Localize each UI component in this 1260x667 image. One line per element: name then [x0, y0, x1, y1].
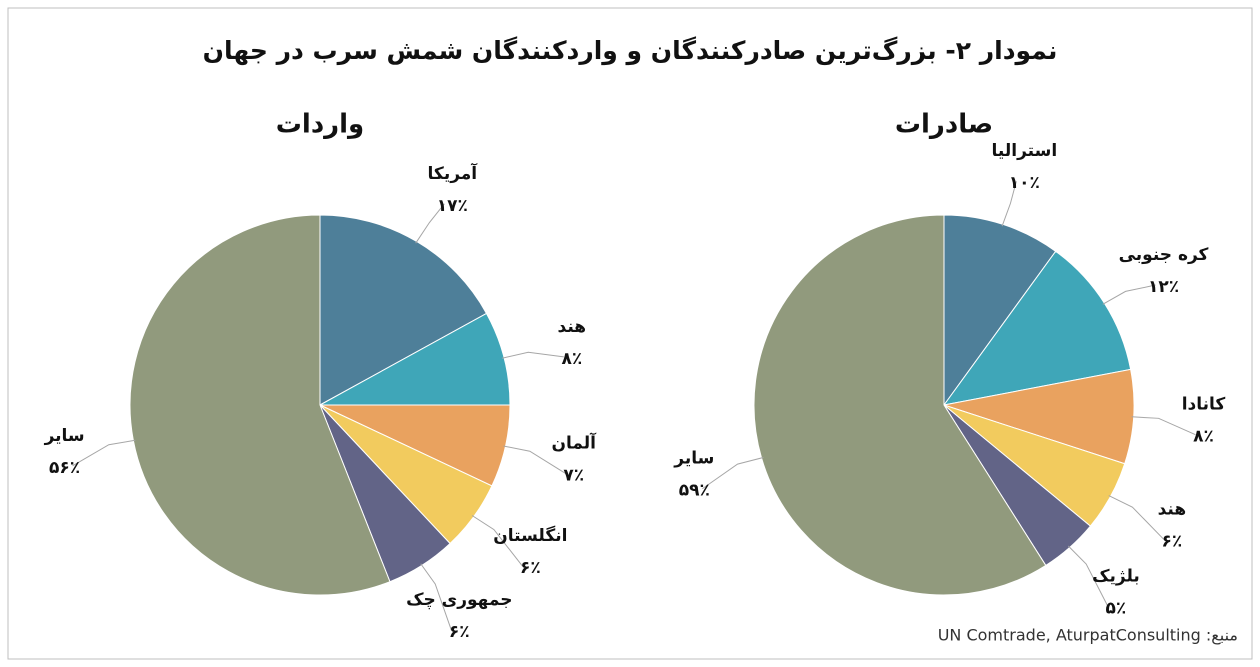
leader-line	[471, 515, 523, 567]
leader-line	[1131, 416, 1196, 436]
value-label: ۷٪	[563, 466, 584, 486]
category-label: سایر	[673, 449, 714, 469]
leader-line	[1108, 495, 1165, 540]
source: منبع: UN Comtrade, AturpatConsulting	[938, 626, 1238, 646]
leader-line	[1067, 545, 1109, 607]
value-label: ۵٪	[1106, 599, 1127, 619]
value-label: ۸٪	[1193, 427, 1214, 447]
category-label: هند	[1158, 499, 1187, 519]
category-label: انگلستان	[493, 525, 567, 546]
value-label: ۱۷٪	[437, 196, 468, 216]
value-label: ۵۹٪	[679, 481, 710, 501]
category-label: جمهوری چک	[406, 590, 512, 610]
leader-line	[72, 439, 136, 467]
leader-line	[702, 456, 764, 490]
pie-title: صادرات	[895, 110, 993, 140]
leader-line	[501, 351, 564, 359]
value-label: ۱۲٪	[1148, 277, 1179, 297]
value-label: ۶٪	[1161, 531, 1182, 551]
value-label: ۸٪	[561, 349, 582, 369]
value-label: ۵۶٪	[49, 458, 80, 478]
value-label: ۶٪	[449, 622, 470, 642]
leader-line	[503, 445, 567, 474]
leader-line	[420, 563, 452, 631]
value-label: ۶٪	[520, 558, 541, 578]
category-label: هند	[558, 317, 587, 337]
category-label: آمریکا	[428, 162, 479, 184]
pie-title: واردات	[276, 110, 364, 140]
leader-line	[1102, 284, 1156, 305]
category-label: سایر	[44, 426, 85, 446]
category-label: کره جنوبی	[1119, 245, 1209, 265]
category-label: استرالیا	[992, 141, 1058, 161]
leader-line	[415, 203, 445, 244]
value-label: ۱۰٪	[1009, 173, 1040, 193]
chart-title: نمودار ۲- بزرگ‌ترین صادرکنندگان و واردکن…	[203, 36, 1058, 66]
category-label: بلژیک	[1092, 567, 1140, 587]
category-label: آلمان	[551, 432, 597, 454]
category-label: کانادا	[1182, 395, 1226, 415]
leader-line	[1001, 181, 1017, 227]
